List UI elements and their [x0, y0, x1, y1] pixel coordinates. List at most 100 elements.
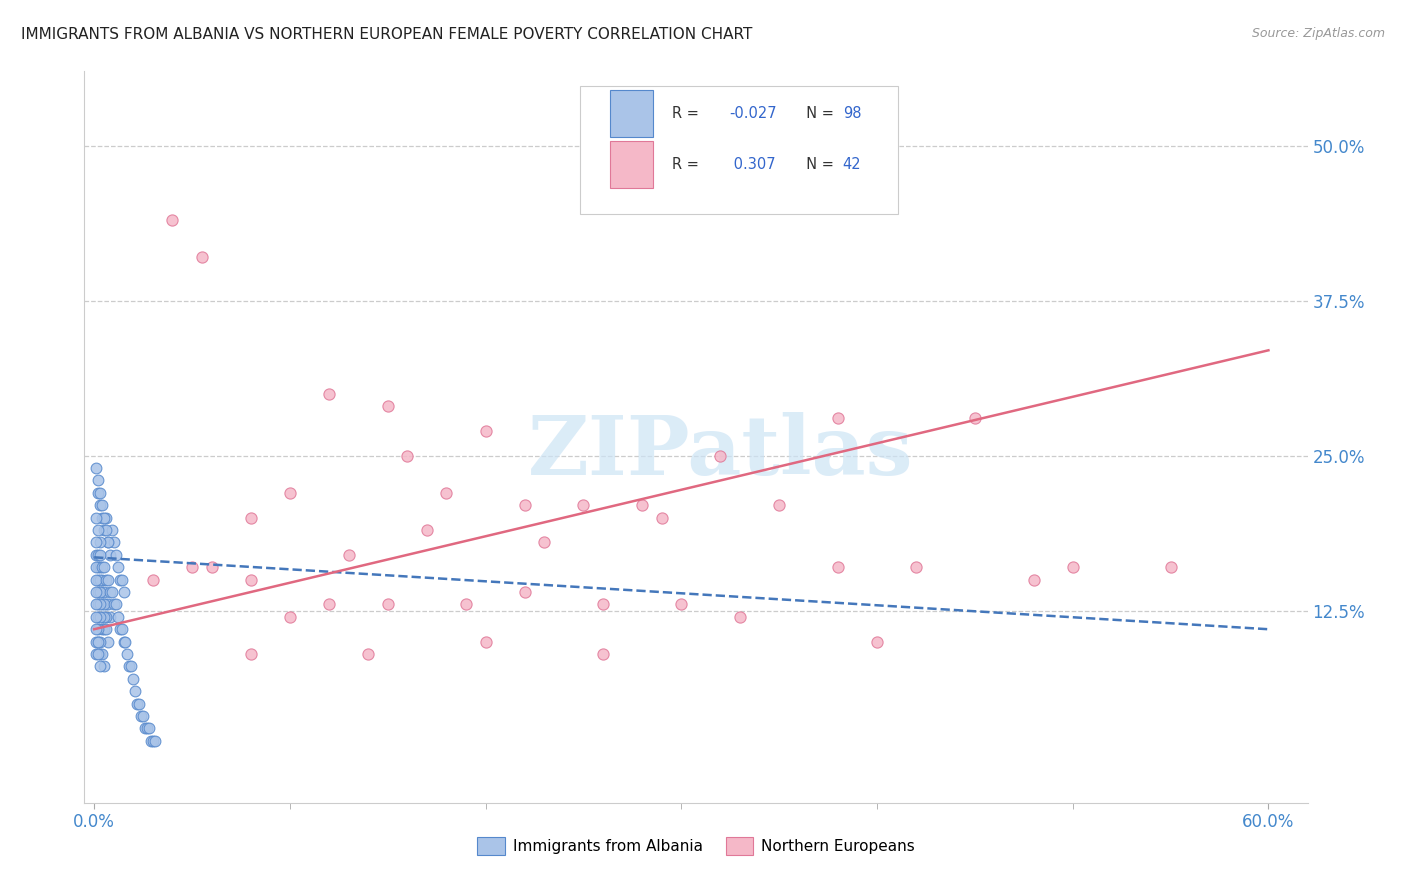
Point	[728, 610, 751, 624]
Point	[91, 610, 114, 624]
Point	[94, 598, 117, 612]
Point	[114, 634, 136, 648]
Point	[278, 610, 301, 624]
Text: IMMIGRANTS FROM ALBANIA VS NORTHERN EUROPEAN FEMALE POVERTY CORRELATION CHART: IMMIGRANTS FROM ALBANIA VS NORTHERN EURO…	[21, 27, 752, 42]
Text: 98: 98	[842, 106, 862, 121]
Text: R =: R =	[672, 106, 703, 121]
Point	[377, 598, 399, 612]
Point	[89, 486, 111, 500]
Point	[87, 486, 110, 500]
Point	[93, 622, 115, 636]
Point	[89, 647, 111, 661]
Point	[318, 598, 340, 612]
Point	[89, 634, 111, 648]
Point	[93, 659, 115, 673]
Point	[94, 610, 117, 624]
Point	[100, 585, 122, 599]
Point	[474, 634, 496, 648]
Point	[337, 548, 360, 562]
Point	[768, 498, 790, 512]
Point	[84, 634, 107, 648]
FancyBboxPatch shape	[610, 141, 654, 188]
Point	[91, 510, 114, 524]
Point	[122, 672, 145, 686]
Point	[87, 560, 110, 574]
Point	[128, 697, 150, 711]
Point	[377, 399, 399, 413]
Point	[513, 498, 536, 512]
Point	[127, 697, 149, 711]
Point	[124, 684, 146, 698]
Point	[866, 634, 889, 648]
Point	[1062, 560, 1084, 574]
Point	[110, 622, 132, 636]
Point	[120, 659, 142, 673]
Point	[97, 535, 120, 549]
Text: Source: ZipAtlas.com: Source: ZipAtlas.com	[1251, 27, 1385, 40]
Point	[357, 647, 380, 661]
Legend: Immigrants from Albania, Northern Europeans: Immigrants from Albania, Northern Europe…	[471, 831, 921, 861]
Point	[572, 498, 595, 512]
Point	[94, 510, 117, 524]
Point	[84, 622, 107, 636]
Text: ZIPatlas: ZIPatlas	[527, 412, 912, 491]
Point	[181, 560, 204, 574]
Point	[709, 449, 731, 463]
Point	[84, 610, 107, 624]
Point	[89, 598, 111, 612]
Point	[97, 535, 120, 549]
Point	[110, 573, 132, 587]
Point	[93, 585, 115, 599]
Point	[98, 585, 121, 599]
Point	[91, 585, 114, 599]
Point	[93, 610, 115, 624]
Point	[84, 548, 107, 562]
Point	[1160, 560, 1182, 574]
Point	[97, 573, 120, 587]
Point	[396, 449, 419, 463]
Point	[454, 598, 477, 612]
Point	[651, 510, 673, 524]
Point	[91, 598, 114, 612]
Point	[89, 498, 111, 512]
FancyBboxPatch shape	[610, 90, 654, 137]
Point	[91, 573, 114, 587]
Point	[129, 709, 152, 723]
Point	[107, 610, 129, 624]
Point	[84, 560, 107, 574]
Point	[117, 647, 139, 661]
Point	[533, 535, 555, 549]
Text: N =: N =	[797, 106, 839, 121]
Point	[592, 598, 614, 612]
Point	[112, 585, 135, 599]
Point	[100, 523, 122, 537]
Point	[142, 734, 165, 748]
Point	[112, 634, 135, 648]
Point	[134, 722, 156, 736]
Point	[592, 647, 614, 661]
Point	[107, 560, 129, 574]
Point	[87, 548, 110, 562]
Point	[84, 461, 107, 475]
Point	[89, 560, 111, 574]
Point	[436, 486, 458, 500]
Point	[239, 573, 262, 587]
Point	[94, 573, 117, 587]
Point	[87, 610, 110, 624]
Point	[87, 474, 110, 488]
Point	[93, 510, 115, 524]
Point	[87, 573, 110, 587]
Point	[513, 585, 536, 599]
Point	[103, 598, 125, 612]
Point	[84, 510, 107, 524]
Point	[416, 523, 439, 537]
Point	[136, 722, 159, 736]
Point	[87, 647, 110, 661]
Point	[239, 510, 262, 524]
Point	[827, 560, 849, 574]
Point	[132, 709, 155, 723]
Text: R =: R =	[672, 157, 703, 172]
Point	[89, 659, 111, 673]
Point	[87, 622, 110, 636]
Point	[91, 560, 114, 574]
